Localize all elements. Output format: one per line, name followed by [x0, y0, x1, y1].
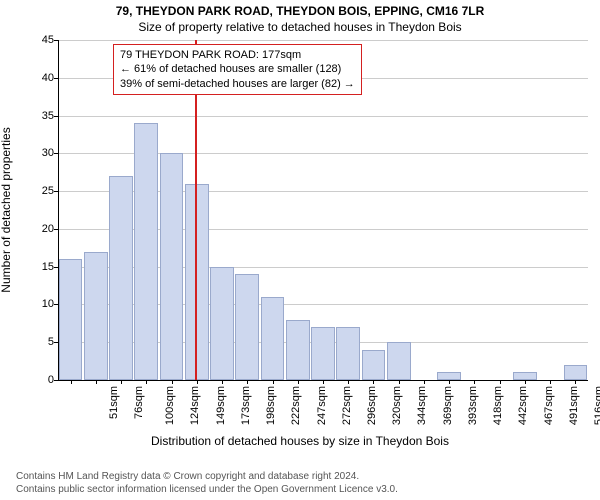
xtick-label: 247sqm [316, 386, 328, 425]
xtick-label: 51sqm [108, 386, 120, 419]
plot-area: 79 THEYDON PARK ROAD: 177sqm← 61% of det… [58, 40, 588, 380]
xtick-mark [298, 380, 299, 384]
xtick-label: 296sqm [366, 386, 378, 425]
ytick-mark [54, 153, 58, 154]
ytick-mark [54, 342, 58, 343]
ytick-mark [54, 304, 58, 305]
xtick-mark [71, 380, 72, 384]
xtick-mark [323, 380, 324, 384]
xtick-mark [399, 380, 400, 384]
histogram-bar [109, 176, 133, 380]
ytick-label: 40 [24, 72, 54, 84]
ytick-mark [54, 116, 58, 117]
histogram-bar [311, 327, 335, 380]
histogram-bar [160, 153, 184, 380]
footer-line-2: Contains public sector information licen… [16, 483, 600, 496]
xtick-mark [146, 380, 147, 384]
chart-title-2: Size of property relative to detached ho… [0, 20, 600, 34]
xtick-mark [222, 380, 223, 384]
histogram-bar [336, 327, 360, 380]
ytick-mark [54, 380, 58, 381]
ytick-label: 30 [24, 147, 54, 159]
annotation-line: ← 61% of detached houses are smaller (12… [120, 62, 355, 76]
ytick-label: 5 [24, 336, 54, 348]
footer-line-1: Contains HM Land Registry data © Crown c… [16, 470, 600, 483]
ytick-label: 0 [24, 374, 54, 386]
histogram-bar [564, 365, 588, 380]
xtick-label: 320sqm [391, 386, 403, 425]
xtick-mark [348, 380, 349, 384]
histogram-bar [59, 259, 83, 380]
histogram-bar [513, 372, 537, 380]
xtick-mark [550, 380, 551, 384]
xtick-label: 369sqm [442, 386, 454, 425]
ytick-label: 15 [24, 261, 54, 273]
xtick-mark [474, 380, 475, 384]
xtick-label: 198sqm [265, 386, 277, 425]
annotation-box: 79 THEYDON PARK ROAD: 177sqm← 61% of det… [113, 44, 362, 95]
annotation-line: 39% of semi-detached houses are larger (… [120, 77, 355, 91]
xtick-label: 491sqm [568, 386, 580, 425]
xtick-mark [373, 380, 374, 384]
xtick-mark [273, 380, 274, 384]
ytick-mark [54, 267, 58, 268]
xtick-label: 418sqm [492, 386, 504, 425]
xtick-label: 124sqm [189, 386, 201, 425]
xtick-mark [96, 380, 97, 384]
ytick-label: 35 [24, 110, 54, 122]
gridline [58, 116, 588, 117]
ytick-mark [54, 229, 58, 230]
histogram-bar [362, 350, 386, 380]
xtick-label: 516sqm [593, 386, 600, 425]
xtick-mark [575, 380, 576, 384]
xtick-label: 344sqm [417, 386, 429, 425]
xtick-label: 272sqm [341, 386, 353, 425]
xtick-mark [172, 380, 173, 384]
chart-title-1: 79, THEYDON PARK ROAD, THEYDON BOIS, EPP… [0, 4, 600, 18]
xtick-label: 149sqm [215, 386, 227, 425]
histogram-bar [387, 342, 411, 380]
histogram-bar [261, 297, 285, 380]
xtick-mark [121, 380, 122, 384]
x-axis-label: Distribution of detached houses by size … [0, 434, 600, 448]
ytick-mark [54, 40, 58, 41]
xtick-label: 100sqm [164, 386, 176, 425]
histogram-bar [84, 252, 108, 380]
ytick-mark [54, 191, 58, 192]
gridline [58, 40, 588, 41]
histogram-bar [210, 267, 234, 380]
xtick-label: 467sqm [543, 386, 555, 425]
histogram-bar [286, 320, 310, 380]
histogram-bar [134, 123, 158, 380]
footer-attribution: Contains HM Land Registry data © Crown c… [0, 470, 600, 496]
xtick-label: 442sqm [518, 386, 530, 425]
ytick-label: 20 [24, 223, 54, 235]
histogram-bar [235, 274, 259, 380]
y-axis-line [58, 40, 59, 380]
xtick-mark [424, 380, 425, 384]
xtick-label: 393sqm [467, 386, 479, 425]
xtick-label: 76sqm [133, 386, 145, 419]
histogram-bar [437, 372, 461, 380]
ytick-mark [54, 78, 58, 79]
xtick-label: 222sqm [290, 386, 302, 425]
xtick-mark [449, 380, 450, 384]
xtick-mark [197, 380, 198, 384]
xtick-mark [500, 380, 501, 384]
annotation-line: 79 THEYDON PARK ROAD: 177sqm [120, 48, 355, 62]
ytick-label: 25 [24, 185, 54, 197]
xtick-mark [247, 380, 248, 384]
xtick-mark [525, 380, 526, 384]
xtick-label: 173sqm [240, 386, 252, 425]
y-axis-label: Number of detached properties [0, 127, 13, 292]
ytick-label: 45 [24, 34, 54, 46]
ytick-label: 10 [24, 298, 54, 310]
histogram-bar [185, 184, 209, 380]
